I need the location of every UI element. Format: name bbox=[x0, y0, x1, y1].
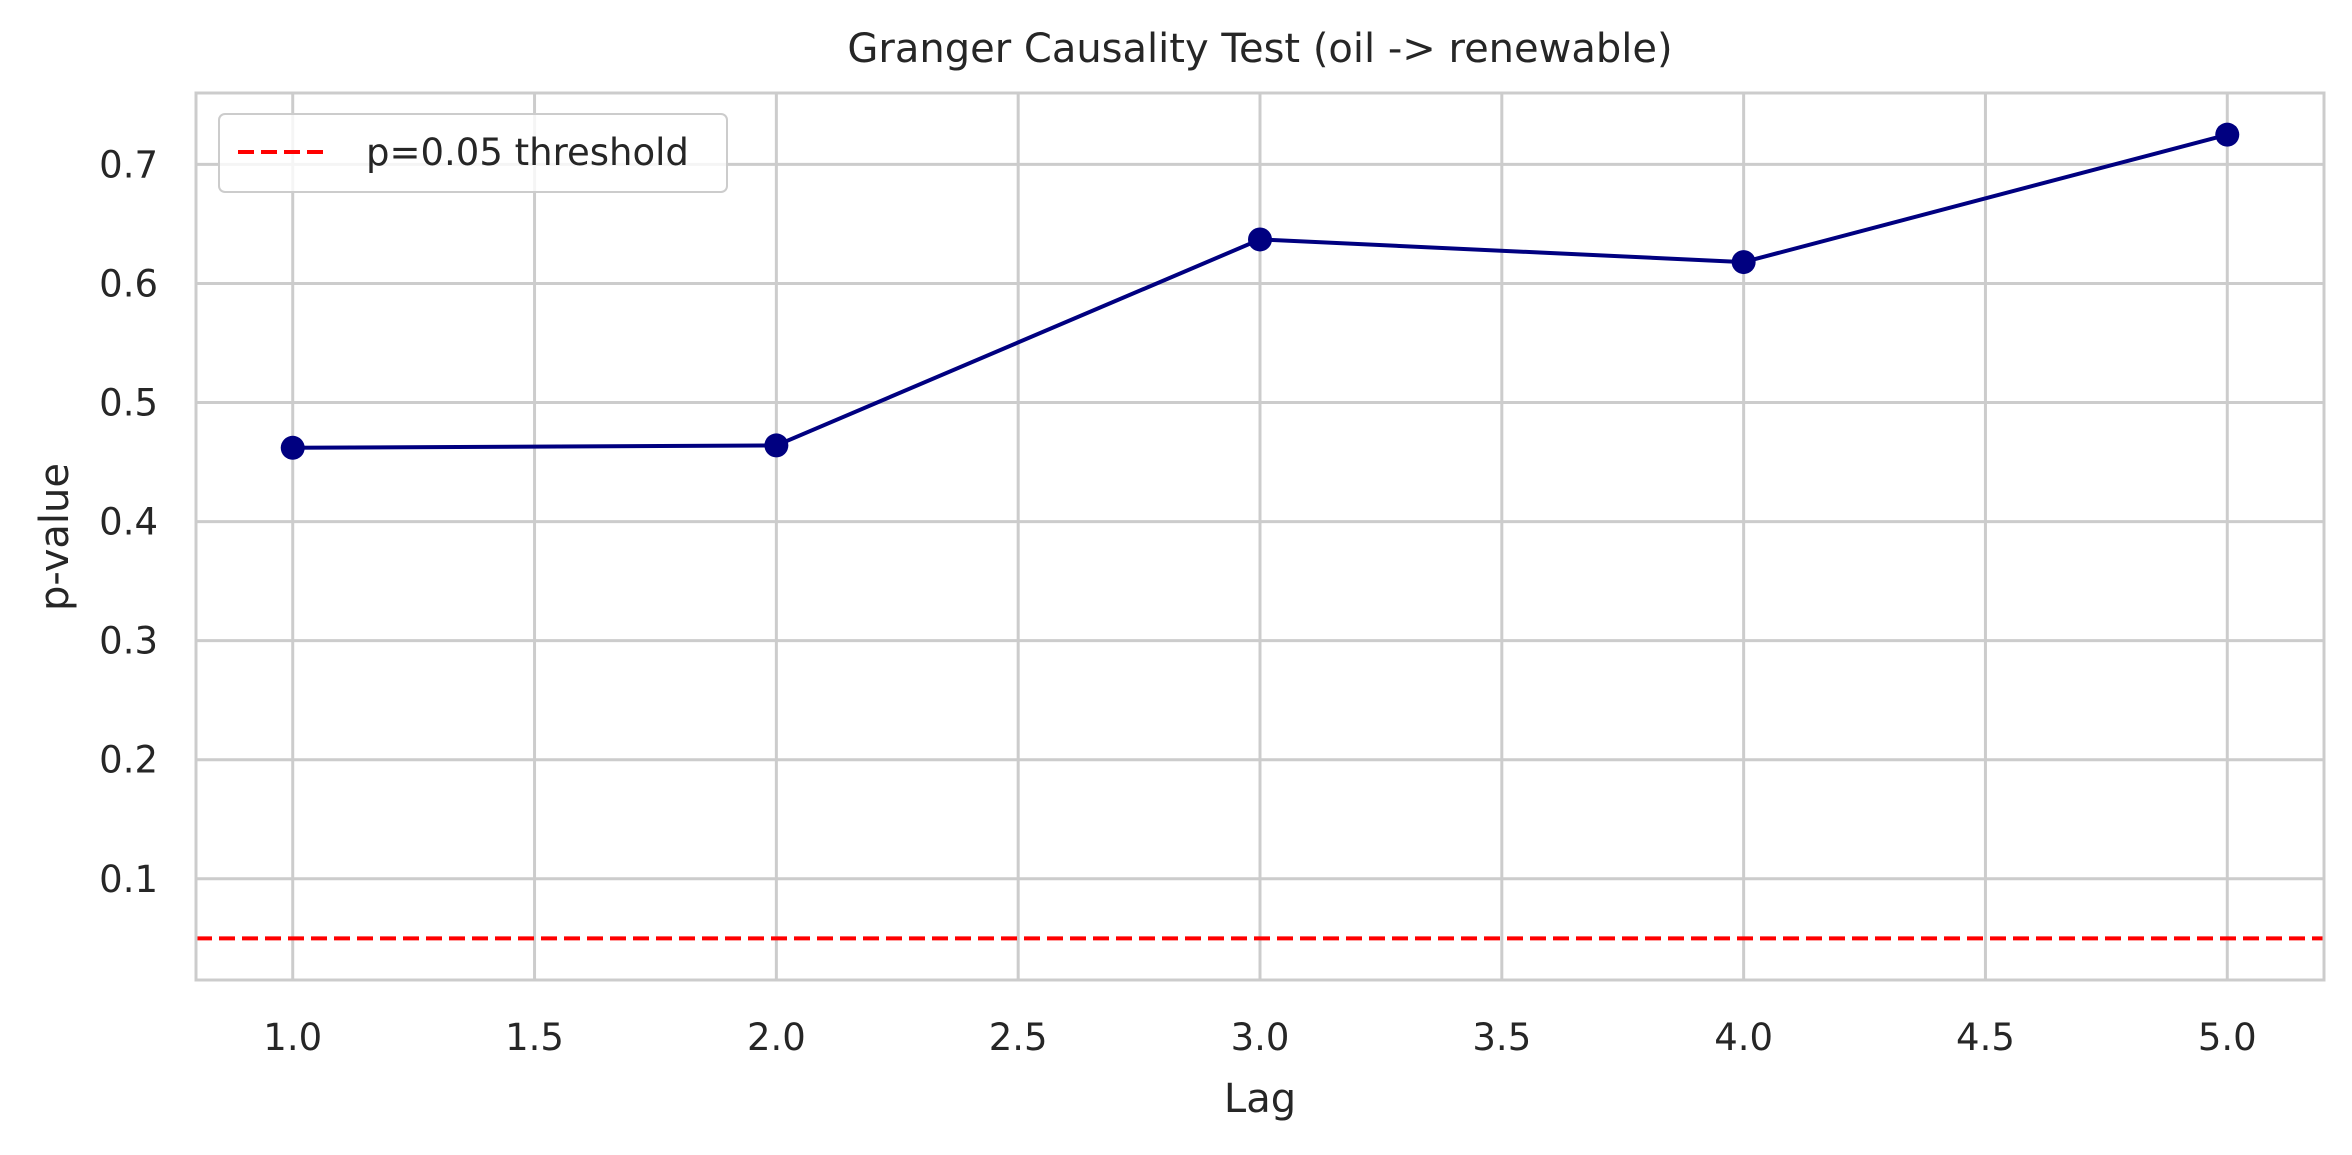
data-point bbox=[280, 435, 305, 460]
chart-title: Granger Causality Test (oil -> renewable… bbox=[847, 26, 1672, 72]
y-tick-label: 0.4 bbox=[99, 501, 158, 544]
x-tick-label: 1.5 bbox=[505, 1016, 564, 1059]
x-tick-label: 2.0 bbox=[747, 1016, 806, 1059]
x-tick-label: 1.0 bbox=[263, 1016, 322, 1059]
x-tick-label: 4.5 bbox=[1956, 1016, 2015, 1059]
x-tick-label: 2.5 bbox=[989, 1016, 1048, 1059]
data-point bbox=[764, 433, 789, 458]
y-tick-label: 0.2 bbox=[99, 739, 158, 782]
y-tick-labels: 0.1 0.2 0.3 0.4 0.5 0.6 0.7 bbox=[99, 143, 158, 900]
y-axis-label: p-value bbox=[32, 463, 78, 611]
y-tick-label: 0.7 bbox=[99, 143, 158, 186]
y-tick-label: 0.3 bbox=[99, 620, 158, 663]
legend-threshold-label: p=0.05 threshold bbox=[366, 131, 689, 174]
plot-frame bbox=[194, 91, 2326, 982]
x-tick-label: 4.0 bbox=[1714, 1016, 1773, 1059]
x-tick-label: 3.0 bbox=[1231, 1016, 1290, 1059]
data-point bbox=[1731, 250, 1756, 275]
x-tick-labels: 1.0 1.5 2.0 2.5 3.0 3.5 4.0 4.5 5.0 bbox=[263, 1016, 2256, 1059]
y-tick-label: 0.1 bbox=[99, 858, 158, 901]
data-point bbox=[1248, 227, 1272, 252]
legend-box bbox=[218, 113, 728, 193]
y-tick-label: 0.5 bbox=[99, 382, 158, 425]
x-tick-label: 3.5 bbox=[1472, 1016, 1531, 1059]
y-tick-label: 0.6 bbox=[99, 262, 158, 305]
legend: p=0.05 threshold bbox=[218, 113, 728, 193]
grid bbox=[196, 93, 2324, 980]
x-tick-label: 5.0 bbox=[2198, 1016, 2257, 1059]
data-point bbox=[2215, 122, 2240, 147]
x-axis-label: Lag bbox=[1224, 1076, 1296, 1122]
series-layer bbox=[280, 122, 2240, 460]
